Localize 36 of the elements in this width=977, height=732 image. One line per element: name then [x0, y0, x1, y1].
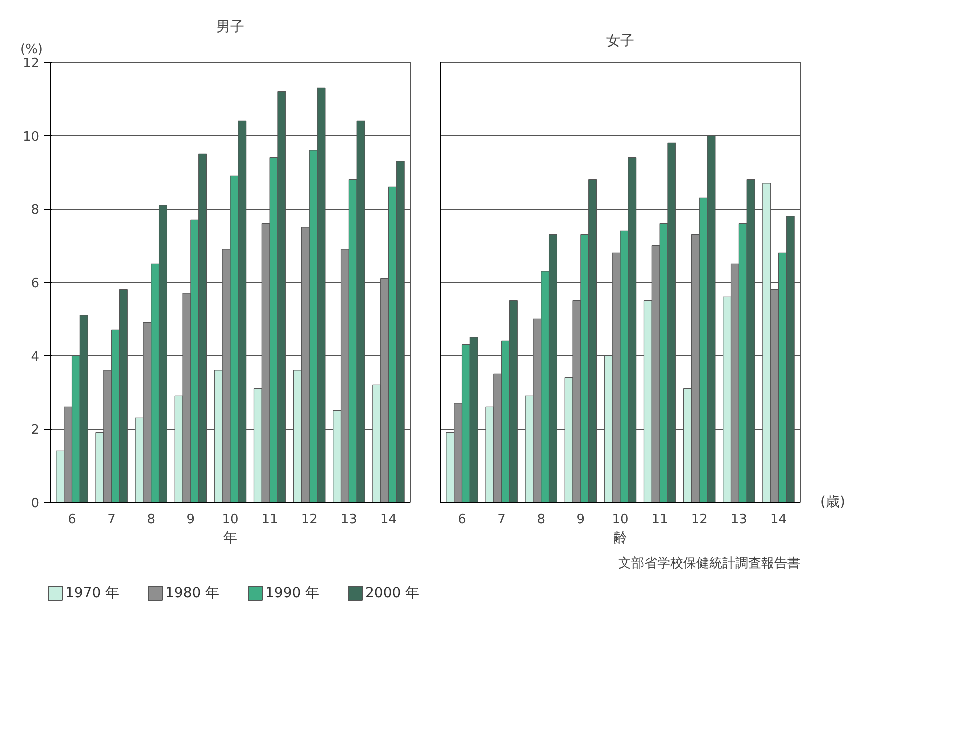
x-tick-label: 11 [262, 512, 278, 528]
chart-title: 男子 [216, 20, 244, 36]
x-tick-label: 11 [652, 512, 668, 528]
legend-label: 1990 年 [266, 586, 320, 602]
y-tick-label: 10 [22, 130, 40, 145]
legend-label: 2000 年 [366, 586, 420, 602]
y-tick-label: 8 [31, 203, 40, 218]
text: 文部省学校保健統計調査報告書 [618, 556, 800, 572]
chart-title: 女子 [606, 34, 634, 50]
x-tick-label: 13 [730, 512, 748, 528]
y-tick-label: 0 [31, 496, 40, 512]
text: (歳) [820, 494, 846, 510]
x-tick-label: 10 [612, 512, 629, 528]
y-tick-label: 12 [22, 56, 40, 72]
x-tick-label: 9 [576, 512, 586, 528]
y-tick-label: 2 [31, 423, 40, 438]
x-axis-title: 年 [224, 530, 238, 546]
x-tick-label: 13 [340, 512, 358, 528]
x-tick-label: 8 [147, 512, 156, 528]
x-tick-label: 14 [380, 512, 398, 528]
x-tick-label: 14 [770, 512, 788, 528]
legend-label: 1970 年 [66, 586, 120, 602]
y-tick-label: 6 [31, 276, 40, 292]
x-tick-label: 7 [498, 512, 506, 528]
y-axis-title: (%) [20, 42, 43, 58]
x-tick-label: 7 [108, 512, 116, 528]
x-tick-label: 10 [222, 512, 239, 528]
legend-label: 1980 年 [166, 586, 220, 602]
x-tick-label: 6 [458, 512, 466, 528]
x-tick-label: 12 [691, 512, 708, 528]
x-tick-label: 9 [186, 512, 196, 528]
y-tick-label: 4 [31, 350, 40, 365]
x-tick-label: 6 [68, 512, 76, 528]
x-tick-label: 12 [301, 512, 318, 528]
x-tick-label: 8 [537, 512, 546, 528]
x-axis-title: 齢 [614, 530, 628, 546]
